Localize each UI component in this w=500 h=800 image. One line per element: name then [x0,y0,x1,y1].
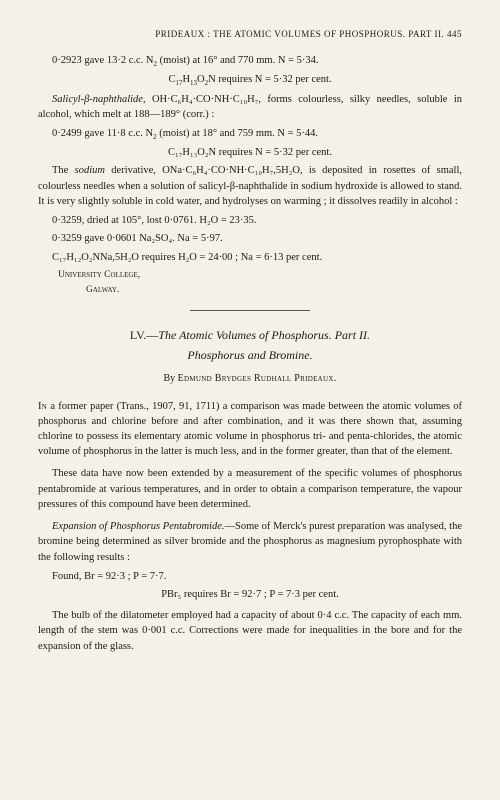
author-line: By Edmund Brydges Rudhall Prideaux. [38,372,462,387]
para-salicyl: Salicyl-β-naphthalide, OH·C₆H₄·CO·NH·C₁₀… [38,92,462,122]
title-text: The Atomic Volumes of Phosphorus. Part I… [158,328,370,342]
body-para-3: Expansion of Phosphorus Pentabromide.—So… [38,519,462,565]
analysis-line-2: 0·2499 gave 11·8 c.c. N2 (moist) at 18° … [52,126,462,142]
affiliation-line-1: University College, [58,269,462,283]
requires-line: C₁₇H₁₂O₂NNa,5H₂O requires H₂O = 24·00 ; … [52,250,462,265]
found-line: Found, Br = 92·3 ; P = 7·7. [52,569,462,584]
formula-line-2: C₁₇H₁₃O₂N requires N = 5·32 per cent. [38,145,462,160]
text: a former paper (Trans., 1907, 91, 1711) … [38,401,462,458]
t: The [52,165,75,176]
compound-name: Salicyl-β-naphthalide [52,94,143,105]
t: O [197,74,205,85]
analysis-line-3: 0·3259, dried at 105°, lost 0·0761. H₂O … [52,213,462,228]
author-name: Edmund Brydges Rudhall Prideaux. [178,373,337,384]
body-para-2: These data have now been extended by a m… [38,466,462,512]
text: (moist) at 18° and 759 mm. N = 5·44. [157,128,318,139]
lead-word: In [38,401,47,412]
section-heading: Expansion of Phosphorus Pentabromide. [52,521,225,532]
t: N requires N = 5·32 per cent. [208,74,331,85]
affiliation-line-2: Galway. [86,284,462,298]
article-title: LV.—The Atomic Volumes of Phosphorus. Pa… [38,327,462,344]
requires-line-2: PBr₅ requires Br = 92·7 ; P = 7·3 per ce… [38,587,462,602]
formula-line-1: C17H13O2N requires N = 5·32 per cent. [38,72,462,88]
section-rule [190,310,310,311]
analysis-line-1: 0·2923 gave 13·2 c.c. N2 (moist) at 16° … [52,53,462,69]
s: 13 [190,79,197,87]
sodium-italic: sodium [75,165,105,176]
article-subtitle: Phosphorus and Bromine. [38,347,462,364]
text: (moist) at 16° and 770 mm. N = 5·34. [157,55,318,66]
text: 0·2499 gave 11·8 c.c. N [52,128,153,139]
text: 0·2923 gave 13·2 c.c. N [52,55,153,66]
body-para-1: In a former paper (Trans., 1907, 91, 171… [38,399,462,460]
para-sodium: The sodium derivative, ONa·C₆H₄·CO·NH·C₁… [38,163,462,209]
t: H [182,74,190,85]
running-head: PRIDEAUX : THE ATOMIC VOLUMES OF PHOSPHO… [38,28,462,41]
by: By [163,373,177,384]
body-para-4: The bulb of the dilatometer employed had… [38,608,462,654]
title-number: LV.— [130,328,158,342]
analysis-line-4: 0·3259 gave 0·0601 Na₂SO₄. Na = 5·97. [52,231,462,246]
